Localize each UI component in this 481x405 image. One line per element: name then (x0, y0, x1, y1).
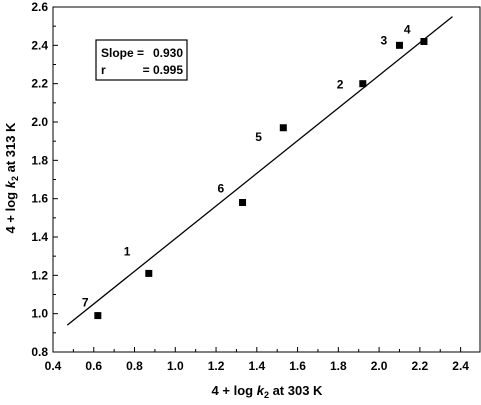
x-tick-label: 0.8 (126, 359, 143, 373)
slope-value: 0.930 (153, 46, 183, 60)
data-point (359, 80, 367, 88)
point-label: 3 (380, 33, 387, 47)
x-tick-label: 1.0 (167, 359, 184, 373)
y-tick-label: 1.6 (31, 192, 48, 206)
y-tick-label: 2.4 (31, 38, 48, 52)
y-tick-label: 2.0 (31, 115, 48, 129)
regression-line (66, 16, 453, 326)
plot-frame (52, 6, 481, 353)
point-label: 1 (124, 244, 131, 258)
y-tick-label: 1.8 (31, 153, 48, 167)
x-tick-label: 2.2 (412, 359, 429, 373)
x-tick-label: 1.6 (289, 359, 306, 373)
point-label: 4 (404, 23, 411, 37)
data-point (420, 38, 428, 45)
r-label: r (101, 63, 106, 77)
y-tick-label: 1.0 (31, 307, 48, 321)
x-tick-label: 0.6 (85, 359, 102, 373)
point-label: 5 (255, 130, 262, 144)
data-point (145, 269, 153, 277)
x-tick-label: 1.8 (330, 359, 347, 373)
point-label: 6 (218, 182, 225, 196)
y-tick-label: 1.4 (31, 230, 48, 244)
x-tick-label: 1.4 (248, 359, 265, 373)
r-value: = 0.995 (143, 63, 184, 77)
y-tick-label: 2.2 (31, 77, 48, 91)
y-axis-title: 4 + log k2 at 313 K (3, 122, 20, 233)
slope-label: Slope = (101, 46, 144, 60)
x-tick-label: 1.2 (208, 359, 225, 373)
point-label: 2 (337, 78, 344, 92)
y-tick-label: 1.2 (31, 268, 48, 282)
point-label: 7 (82, 296, 89, 310)
data-point (94, 312, 102, 320)
x-tick-label: 2.4 (452, 359, 469, 373)
data-point (395, 41, 403, 49)
point-labels: 7 1 6 5 2 3 4 (82, 23, 411, 310)
stats-box: Slope = 0.930 r = 0.995 (95, 39, 188, 81)
data-point (279, 124, 287, 132)
x-tick-label: 0.4 (45, 359, 62, 373)
x-axis-title: 4 + log k2 at 303 K (212, 383, 323, 400)
x-tick-label: 2.0 (371, 359, 388, 373)
y-tick-label: 2.6 (31, 0, 48, 14)
tick-labels: 0.4 0.6 0.8 1.0 1.2 1.4 1.6 1.8 2.0 2.2 2.4 0.8 1.0 1… (31, 0, 469, 373)
y-tick-label: 0.8 (31, 345, 48, 359)
data-point (239, 199, 247, 206)
data-points (94, 38, 428, 320)
